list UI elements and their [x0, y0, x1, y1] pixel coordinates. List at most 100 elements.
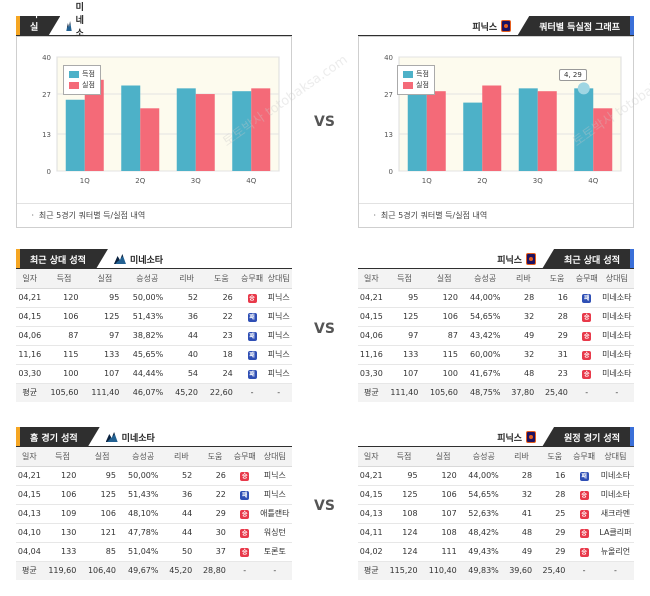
table-cell: 50 — [164, 542, 199, 562]
win-badge-icon: 승 — [240, 528, 250, 538]
home-header-left: 홈 경기 성적 미네소타 — [16, 427, 161, 447]
table-row: 04,06 97 87 43,42% 49 29 승 미네소타 — [358, 326, 634, 346]
team-name-right: 피닉스 — [472, 22, 498, 33]
chart-header-left: 쿼터별 득실점 그래프 미네소타 — [16, 16, 97, 36]
legend-swatch-score — [69, 71, 79, 78]
y-tick-label: 13 — [42, 131, 51, 139]
legend-label-score-right: 득점 — [416, 70, 429, 78]
result-cell: 승 — [573, 345, 600, 365]
col-header: 도움 — [538, 447, 572, 467]
table-cell: 36 — [169, 307, 205, 327]
table-cell: 44,00% — [462, 466, 505, 486]
table-row: 04,21 95 120 44,00% 28 16 패 미네소타 — [358, 288, 634, 308]
table-cell: 106 — [423, 485, 463, 505]
win-badge-icon: 승 — [579, 547, 589, 557]
table-cell: 100 — [424, 364, 464, 384]
bar-allowed — [84, 79, 104, 171]
table-cell: 107 — [384, 364, 425, 384]
average-cell: - — [599, 383, 634, 402]
table-row: 04,13 108 107 52,63% 41 25 승 새크라멘 — [358, 504, 634, 524]
result-cell: 승 — [573, 307, 600, 327]
bar-allowed — [195, 94, 215, 171]
bar-allowed — [140, 108, 160, 171]
y-tick-label: 27 — [384, 91, 393, 99]
col-header: 실점 — [424, 269, 464, 289]
table-cell: 44,00% — [463, 288, 507, 308]
col-header: 리바 — [169, 269, 205, 289]
average-row: 평균 115,20 110,40 49,83% 39,60 25,40- - — [358, 561, 634, 580]
hover-point — [577, 82, 590, 95]
table-cell: 04,21 — [358, 288, 385, 308]
table-cell: 106 — [82, 504, 122, 524]
table-cell: 51,43% — [125, 307, 170, 327]
col-header: 도움 — [540, 269, 574, 289]
table-cell: 97 — [84, 326, 126, 346]
table-cell: 피닉스 — [265, 364, 292, 384]
recent-table-left: 일자 득점 실점 승성공 리바 도움 승무패 상대팀 04,21 120 95 50,00% 52 26 승… — [16, 269, 292, 405]
table-cell: 87 — [43, 326, 85, 346]
table-cell: 새크라멘 — [596, 504, 634, 524]
table-cell: 28 — [538, 485, 572, 505]
table-cell: 26 — [204, 288, 239, 308]
bar-allowed — [426, 91, 446, 171]
table-cell: 04,06 — [358, 326, 385, 346]
table-cell: 22 — [198, 485, 232, 505]
chart-legend-left: 득점 실점 — [63, 65, 101, 95]
table-cell: 피닉스 — [257, 485, 292, 505]
table-cell: 107 — [423, 504, 463, 524]
table-row: 04,11 124 108 48,42% 48 29 승 LA클리퍼 — [358, 523, 634, 543]
table-cell: 32 — [504, 485, 539, 505]
col-header: 승성공 — [463, 269, 507, 289]
table-cell: 토론토 — [257, 542, 292, 562]
y-tick-label: 13 — [384, 131, 393, 139]
col-header: 상대팀 — [599, 269, 634, 289]
table-cell: 워싱턴 — [257, 523, 292, 543]
table-cell: 120 — [424, 288, 464, 308]
x-tick-label: 3Q — [533, 177, 543, 185]
recent-title-right: 최근 상대 성적 — [542, 249, 634, 269]
table-cell: 115 — [424, 345, 464, 365]
table-cell: 85 — [82, 542, 122, 562]
loss-badge-icon: 패 — [247, 350, 257, 360]
x-tick-label: 2Q — [135, 177, 145, 185]
vs-label-recent: VS — [314, 321, 335, 337]
table-cell: 16 — [538, 466, 572, 486]
table-cell: 97 — [384, 326, 425, 346]
bar-allowed — [593, 108, 613, 171]
result-cell: 패 — [231, 485, 258, 505]
table-cell: 04,21 — [358, 466, 385, 486]
table-cell: 11,16 — [358, 345, 385, 365]
team-name-right: 피닉스 — [497, 433, 523, 444]
table-cell: 54,65% — [463, 307, 507, 327]
table-cell: 133 — [384, 345, 425, 365]
table-cell: 24 — [204, 364, 239, 384]
table-row: 03,30 107 100 41,67% 48 23 승 미네소타 — [358, 364, 634, 384]
table-cell: 28 — [506, 288, 541, 308]
table-cell: 28 — [504, 466, 539, 486]
average-cell: 평균 — [16, 383, 44, 402]
chart-header-right: 피닉스 쿼터별 득실점 그래프 — [416, 16, 634, 36]
table-cell: 48 — [504, 523, 539, 543]
team-name-left: 미네소타 — [121, 433, 155, 444]
table-cell: 95 — [384, 288, 425, 308]
y-tick-label: 0 — [389, 168, 393, 176]
table-cell: 25 — [538, 504, 572, 524]
result-cell: 승 — [238, 288, 266, 308]
average-cell: 49,83% — [462, 561, 505, 580]
table-cell: 52,63% — [462, 504, 505, 524]
team-name-right: 피닉스 — [497, 255, 523, 266]
win-badge-icon: 승 — [582, 369, 592, 379]
average-row: 평균 105,60 111,40 46,07% 45,20 22,60- - — [16, 383, 292, 402]
col-header: 득점 — [384, 447, 424, 467]
table-cell: 04,06 — [16, 326, 44, 346]
away-table-right: 일자 득점 실점 승성공 리바 도움 승무패 상대팀 04,21 95 120 44,00% 28 16 패… — [358, 447, 634, 583]
table-cell: 미네소타 — [599, 364, 634, 384]
bar-score — [232, 91, 252, 171]
average-cell: - — [596, 561, 634, 580]
minnesota-logo-icon — [113, 254, 126, 264]
table-cell: 54,65% — [462, 485, 505, 505]
average-cell: 48,75% — [463, 383, 507, 402]
col-header: 도움 — [204, 269, 239, 289]
legend-label-score: 득점 — [82, 70, 95, 78]
average-row: 평균 111,40 105,60 48,75% 37,80 25,40- - — [358, 383, 634, 402]
